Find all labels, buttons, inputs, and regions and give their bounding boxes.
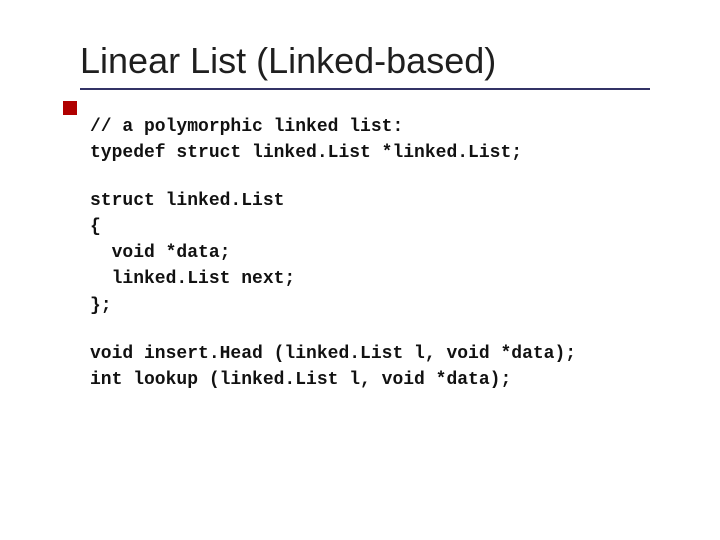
title-underline (80, 88, 650, 90)
accent-square (63, 101, 77, 115)
code-block-1: // a polymorphic linked list: typedef st… (90, 114, 660, 166)
code-line: void *data; (90, 243, 230, 263)
slide: Linear List (Linked-based) // a polymorp… (0, 0, 720, 455)
code-line: struct linked.List (90, 191, 284, 211)
code-line: // a polymorphic linked list: (90, 117, 403, 137)
code-line: }; (90, 296, 112, 316)
code-line: void insert.Head (linked.List l, void *d… (90, 344, 576, 364)
code-block-3: void insert.Head (linked.List l, void *d… (90, 341, 660, 393)
code-block-2: struct linked.List { void *data; linked.… (90, 188, 660, 318)
code-line: int lookup (linked.List l, void *data); (90, 370, 511, 390)
slide-title: Linear List (Linked-based) (80, 40, 660, 82)
code-line: typedef struct linked.List *linked.List; (90, 143, 522, 163)
code-line: linked.List next; (90, 269, 295, 289)
code-line: { (90, 217, 101, 237)
